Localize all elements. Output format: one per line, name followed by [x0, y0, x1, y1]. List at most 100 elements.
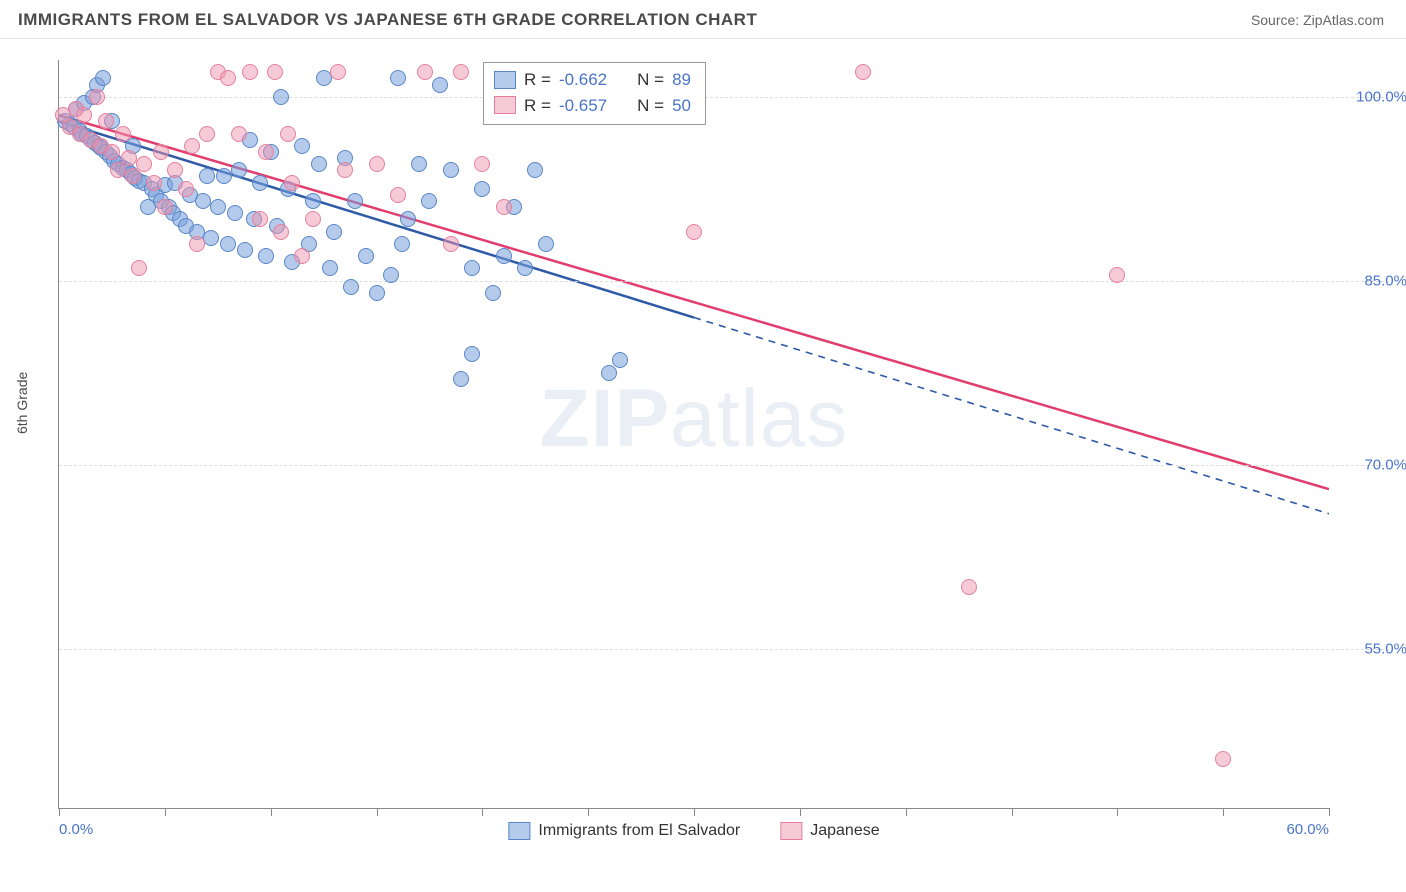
y-tick-label: 55.0% — [1364, 640, 1406, 657]
x-tick — [271, 808, 272, 816]
data-point — [284, 175, 300, 191]
chart-area: 6th Grade ZIPatlas 55.0%70.0%85.0%100.0%… — [18, 46, 1396, 882]
data-point — [394, 236, 410, 252]
data-point — [453, 64, 469, 80]
data-point — [305, 211, 321, 227]
data-point — [210, 199, 226, 215]
y-tick-label: 70.0% — [1364, 456, 1406, 473]
data-point — [95, 70, 111, 86]
data-point — [347, 193, 363, 209]
data-point — [390, 70, 406, 86]
legend-stats: R =-0.662N =89R = -0.657 N = 50 — [483, 62, 706, 125]
gridline — [59, 281, 1389, 282]
data-point — [305, 193, 321, 209]
data-point — [98, 113, 114, 129]
chart-title: IMMIGRANTS FROM EL SALVADOR VS JAPANESE … — [18, 10, 757, 30]
data-point — [485, 285, 501, 301]
data-point — [273, 224, 289, 240]
gridline — [59, 649, 1389, 650]
legend-series-label: Immigrants from El Salvador — [538, 822, 740, 840]
data-point — [294, 138, 310, 154]
data-point — [421, 193, 437, 209]
data-point — [294, 248, 310, 264]
y-axis-label: 6th Grade — [14, 372, 30, 434]
data-point — [358, 248, 374, 264]
legend-r-label: R = — [524, 67, 551, 93]
data-point — [326, 224, 342, 240]
data-point — [369, 156, 385, 172]
x-tick-label: 0.0% — [59, 821, 93, 838]
data-point — [237, 242, 253, 258]
data-point — [369, 285, 385, 301]
data-point — [252, 175, 268, 191]
watermark: ZIPatlas — [540, 372, 849, 466]
legend-series-item: Japanese — [780, 822, 879, 840]
data-point — [855, 64, 871, 80]
data-point — [267, 64, 283, 80]
data-point — [316, 70, 332, 86]
data-point — [527, 162, 543, 178]
legend-series: Immigrants from El Salvador Japanese — [508, 822, 879, 840]
data-point — [258, 248, 274, 264]
data-point — [443, 162, 459, 178]
x-tick-label: 60.0% — [1286, 821, 1329, 838]
data-point — [273, 89, 289, 105]
data-point — [280, 126, 296, 142]
legend-stats-row: R =-0.662N =89 — [494, 67, 691, 93]
x-tick — [482, 808, 483, 816]
data-point — [157, 199, 173, 215]
legend-r-label: R = — [524, 93, 551, 119]
source-attribution: Source: ZipAtlas.com — [1251, 12, 1384, 28]
data-point — [961, 579, 977, 595]
data-point — [220, 70, 236, 86]
data-point — [76, 107, 92, 123]
data-point — [216, 168, 232, 184]
legend-n-label: N = — [637, 67, 664, 93]
legend-r-value: -0.657 — [559, 93, 607, 119]
x-tick — [1223, 808, 1224, 816]
legend-swatch — [508, 822, 530, 840]
y-tick-label: 100.0% — [1356, 88, 1406, 105]
x-tick — [694, 808, 695, 816]
data-point — [383, 267, 399, 283]
gridline — [59, 97, 1389, 98]
data-point — [167, 162, 183, 178]
data-point — [136, 156, 152, 172]
y-tick-label: 85.0% — [1364, 272, 1406, 289]
legend-swatch — [494, 71, 516, 89]
data-point — [203, 230, 219, 246]
data-point — [330, 64, 346, 80]
data-point — [343, 279, 359, 295]
legend-swatch — [780, 822, 802, 840]
data-point — [178, 181, 194, 197]
data-point — [55, 107, 71, 123]
data-point — [517, 260, 533, 276]
trend-line — [59, 115, 1329, 489]
data-point — [464, 346, 480, 362]
data-point — [417, 64, 433, 80]
data-point — [189, 236, 205, 252]
x-tick — [165, 808, 166, 816]
header: IMMIGRANTS FROM EL SALVADOR VS JAPANESE … — [0, 0, 1406, 39]
data-point — [400, 211, 416, 227]
data-point — [1215, 751, 1231, 767]
legend-swatch — [494, 96, 516, 114]
data-point — [390, 187, 406, 203]
data-point — [131, 260, 147, 276]
trend-lines-layer — [59, 60, 1329, 808]
x-tick — [906, 808, 907, 816]
plot-area: ZIPatlas 55.0%70.0%85.0%100.0%0.0%60.0%R… — [58, 60, 1329, 809]
legend-series-item: Immigrants from El Salvador — [508, 822, 740, 840]
legend-n-value: 50 — [672, 93, 691, 119]
data-point — [242, 64, 258, 80]
data-point — [199, 126, 215, 142]
data-point — [231, 162, 247, 178]
legend-series-label: Japanese — [810, 822, 879, 840]
data-point — [474, 156, 490, 172]
data-point — [146, 175, 162, 191]
data-point — [231, 126, 247, 142]
data-point — [252, 211, 268, 227]
data-point — [184, 138, 200, 154]
data-point — [258, 144, 274, 160]
data-point — [432, 77, 448, 93]
